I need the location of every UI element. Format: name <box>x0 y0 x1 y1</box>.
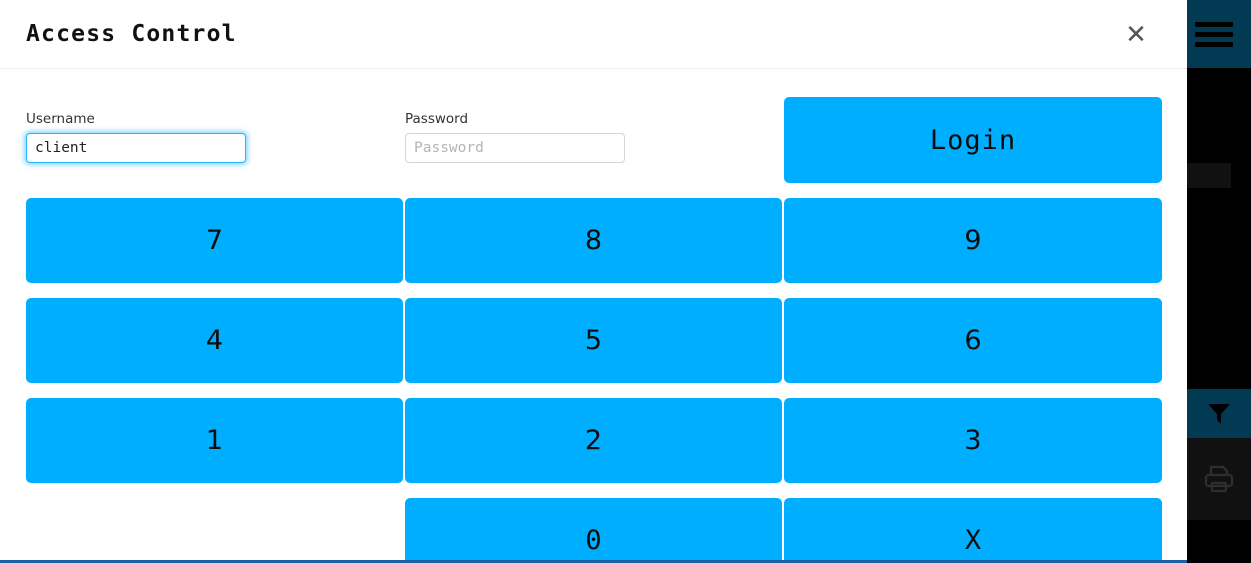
print-button[interactable] <box>1187 438 1251 520</box>
dialog-header: Access Control ✕ <box>0 0 1187 69</box>
filter-button[interactable] <box>1187 389 1251 438</box>
keypad-key-5[interactable]: 5 <box>405 298 782 383</box>
close-icon[interactable]: ✕ <box>1119 18 1153 52</box>
keypad-key-3[interactable]: 3 <box>784 398 1162 483</box>
hamburger-bar <box>1195 22 1233 27</box>
strip-panel-block <box>1187 163 1231 188</box>
keypad-key-2[interactable]: 2 <box>405 398 782 483</box>
password-label: Password <box>405 111 469 127</box>
login-form: Username Password Login <box>0 69 1187 198</box>
keypad-key-1[interactable]: 1 <box>26 398 403 483</box>
app-strip-header <box>1187 0 1251 68</box>
app-side-strip <box>1187 0 1251 563</box>
username-field-group: Username <box>26 111 246 163</box>
keypad-key-4[interactable]: 4 <box>26 298 403 383</box>
login-button[interactable]: Login <box>784 97 1162 183</box>
keypad-key-0[interactable]: 0 <box>405 498 782 560</box>
hamburger-menu-icon[interactable] <box>1195 22 1233 47</box>
password-field-group: Password <box>405 111 625 163</box>
username-input[interactable] <box>26 133 246 163</box>
page-title: Access Control <box>26 21 237 47</box>
password-input[interactable] <box>405 133 625 163</box>
hamburger-bar <box>1195 42 1233 47</box>
filter-funnel-icon <box>1208 403 1230 424</box>
access-control-dialog: Access Control ✕ Username Password Login… <box>0 0 1187 563</box>
printer-icon <box>1204 465 1234 493</box>
hamburger-bar <box>1195 32 1233 37</box>
username-label: Username <box>26 111 95 127</box>
keypad-key-8[interactable]: 8 <box>405 198 782 283</box>
keypad-key-9[interactable]: 9 <box>784 198 1162 283</box>
keypad-key-6[interactable]: 6 <box>784 298 1162 383</box>
keypad-key-7[interactable]: 7 <box>26 198 403 283</box>
keypad-key-x[interactable]: X <box>784 498 1162 560</box>
